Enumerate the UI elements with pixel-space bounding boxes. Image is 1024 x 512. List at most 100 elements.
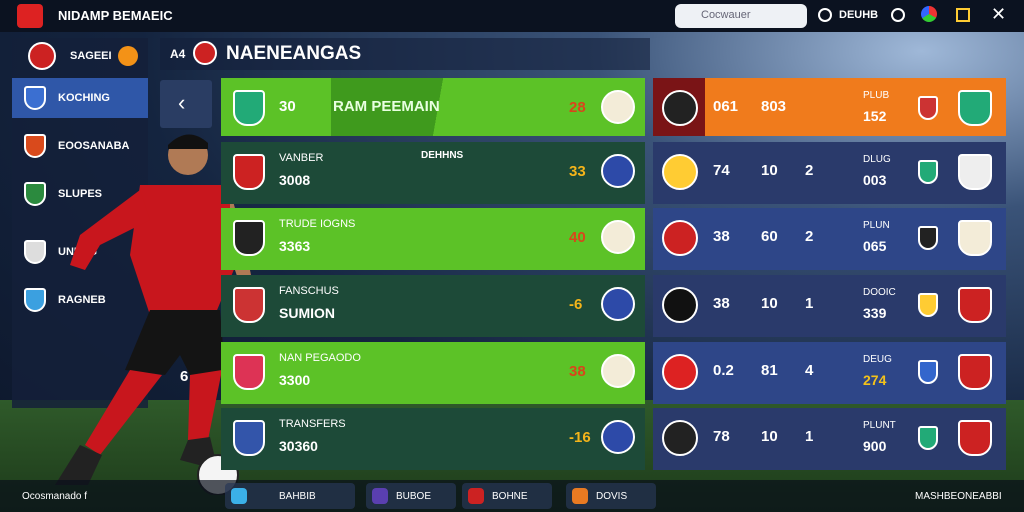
bottom-tab[interactable]: BOHNE [462, 483, 552, 509]
stat-value: 152 [863, 108, 887, 124]
stat-value: 274 [863, 372, 887, 388]
opponent-badge [958, 154, 992, 190]
sidebar-item[interactable]: KOCHING [12, 78, 148, 118]
stat-b: 803 [761, 98, 787, 115]
small-badge [918, 360, 938, 384]
stat-b: 10 [761, 295, 778, 312]
tab-icon [572, 488, 588, 504]
notifications-icon[interactable] [921, 6, 937, 22]
bottom-tab[interactable]: DOVIS [566, 483, 656, 509]
right-row[interactable]: 78 10 1 PLUNT 900 [653, 408, 1006, 470]
row-number: 3363 [279, 238, 311, 254]
header-prefix: A4 [170, 47, 186, 61]
team-badge [662, 154, 698, 190]
tab-icon [372, 488, 388, 504]
left-row[interactable]: TRANSFERS 30360 -16 [221, 408, 645, 470]
back-button[interactable]: ‹ [160, 80, 212, 128]
row-label: FANSCHUS [279, 285, 339, 297]
stat-value: 065 [863, 238, 887, 254]
user-icon[interactable] [818, 8, 832, 22]
page-header: A4 NAENEANGAS [160, 38, 650, 70]
stat-label: PLUN [863, 220, 890, 231]
sidebar-label: EOOSANABA [58, 140, 130, 152]
footer-left: Ocosmanado f [22, 491, 88, 502]
search-box[interactable]: Cocwauer [675, 4, 807, 28]
sidebar-icon [24, 86, 46, 110]
left-row[interactable]: NAN PEGAODO 3300 38 [221, 342, 645, 404]
right-row[interactable]: 0.2 81 4 DEUG 274 [653, 342, 1006, 404]
small-badge [918, 426, 938, 450]
stat-value: 339 [863, 305, 887, 321]
team-badge [233, 220, 265, 256]
tab-label: DOVIS [596, 491, 628, 502]
row-score: -16 [569, 429, 591, 446]
row-score: 33 [569, 163, 586, 180]
sidebar-icon [24, 182, 46, 206]
stat-c: 1 [805, 295, 814, 312]
opponent-badge [958, 90, 992, 126]
team-badge [662, 287, 698, 323]
right-row[interactable]: 74 10 2 DLUG 003 [653, 142, 1006, 204]
team-badge [233, 420, 265, 456]
row-label: VANBER [279, 152, 324, 164]
row-label: TRUDE IOGNS [279, 218, 356, 230]
small-badge [918, 293, 938, 317]
row-score: 40 [569, 229, 586, 246]
footer-right: MASHBEONEABBI [915, 491, 1002, 502]
header-badge [193, 41, 217, 65]
opponent-badge [958, 220, 992, 256]
row-score: 28 [569, 99, 586, 116]
sidebar-label: SLUPES [58, 188, 103, 200]
stat-b: 60 [761, 228, 778, 245]
close-button[interactable]: ✕ [991, 4, 1007, 24]
logo[interactable] [17, 4, 43, 28]
bottom-bar: Ocosmanado f MASHBEONEABBI BAHBIB BUBOE BO… [0, 480, 1024, 512]
user-name[interactable]: DEUHB [839, 9, 879, 21]
row-label: RAM PEEMAIN [333, 98, 440, 115]
left-row[interactable]: VANBER 3008 DEHHNS 33 [221, 142, 645, 204]
right-row[interactable]: 38 10 1 DOOIC 339 [653, 275, 1006, 337]
row-score: -6 [569, 296, 583, 313]
team-badge [233, 354, 265, 390]
sidebar-icon [24, 240, 46, 264]
header-title: NAENEANGAS [226, 43, 362, 64]
right-row[interactable]: 061 803 PLUB 152 [653, 78, 1006, 136]
opponent-badge [958, 287, 992, 323]
bottom-tab[interactable]: BAHBIB [225, 483, 355, 509]
app-title: NIDAMP BEMAEIC [58, 8, 173, 23]
stat-a: 74 [713, 162, 730, 179]
left-row[interactable]: FANSCHUS SUMION -6 [221, 275, 645, 337]
bottom-tab[interactable]: BUBOE [366, 483, 456, 509]
stat-label: PLUNT [863, 420, 896, 431]
stat-c: 1 [805, 428, 814, 445]
sidebar-item[interactable]: EOOSANABA [12, 126, 148, 166]
small-badge [918, 226, 938, 250]
right-row[interactable]: 38 60 2 PLUN 065 [653, 208, 1006, 270]
opponent-badge [601, 220, 635, 254]
stat-label: DEUG [863, 354, 892, 365]
sidebar-item[interactable]: SLUPES [12, 174, 148, 214]
small-badge [918, 96, 938, 120]
sidebar-item[interactable]: RAGNEB [12, 280, 148, 320]
sidebar-header: SAGEEI [70, 50, 112, 62]
tab-icon [231, 488, 247, 504]
row-number: 30 [279, 98, 296, 115]
settings-icon[interactable] [891, 8, 905, 22]
stat-value: 003 [863, 172, 887, 188]
stat-label: DLUG [863, 154, 891, 165]
player-number: 6 [180, 368, 189, 385]
left-row[interactable]: TRUDE IOGNS 3363 40 [221, 208, 645, 270]
sidebar-label: KOCHING [58, 92, 110, 104]
sidebar-badge[interactable] [118, 46, 138, 66]
opponent-badge [601, 154, 635, 188]
stat-a: 0.2 [713, 362, 734, 379]
team-badge [233, 90, 265, 126]
row-number: 3008 [279, 172, 311, 188]
stat-b: 81 [761, 362, 778, 379]
row-number: 3300 [279, 372, 311, 388]
club-badge [28, 42, 56, 70]
opponent-badge [958, 354, 992, 390]
opponent-badge [958, 420, 992, 456]
left-row[interactable]: 30 RAM PEEMAIN 28 [221, 78, 645, 136]
window-icon[interactable] [956, 8, 970, 22]
